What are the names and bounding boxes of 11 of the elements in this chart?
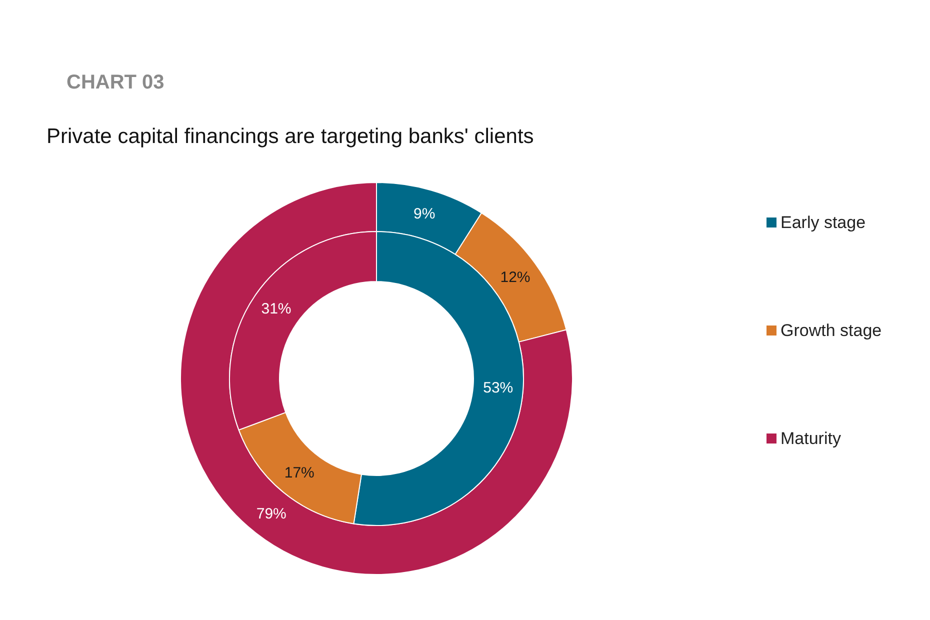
data-label: 31% — [261, 300, 292, 318]
data-label: 17% — [284, 464, 314, 482]
legend-label: Growth stage — [780, 321, 882, 340]
legend-label: Early stage — [780, 213, 866, 232]
caption: CHART 03 — [66, 72, 164, 94]
data-label: 12% — [500, 269, 530, 286]
data-label: 9% — [414, 205, 436, 222]
data-label: 53% — [483, 379, 514, 396]
legend-label: Maturity — [780, 429, 842, 448]
data-label: 79% — [256, 506, 286, 523]
chart-title: Private capital financings are targeting banks' clients — [46, 125, 534, 148]
